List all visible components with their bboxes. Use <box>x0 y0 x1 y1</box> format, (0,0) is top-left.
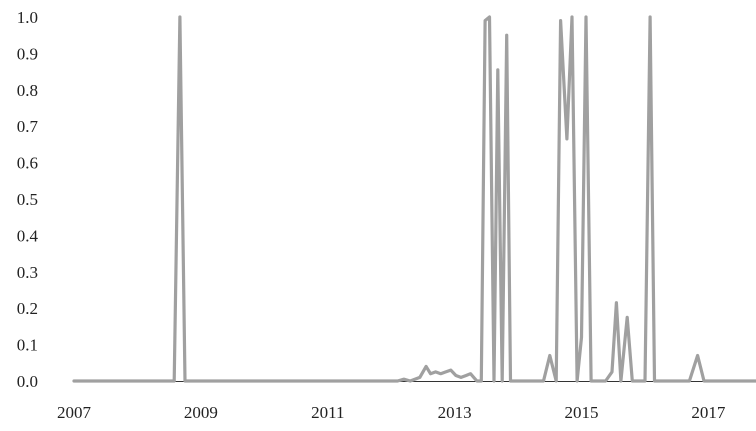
x-tick-label: 2015 <box>565 403 599 422</box>
x-tick-label: 2009 <box>184 403 218 422</box>
y-tick-label: 1.0 <box>17 8 38 27</box>
x-tick-label: 2007 <box>57 403 92 422</box>
y-tick-label: 0.2 <box>17 299 38 318</box>
x-tick-label: 2017 <box>691 403 726 422</box>
y-tick-label: 0.4 <box>17 226 39 245</box>
y-tick-label: 0.3 <box>17 263 38 282</box>
y-tick-label: 0.0 <box>17 372 38 391</box>
series-layer <box>72 15 756 383</box>
y-tick-label: 0.9 <box>17 44 38 63</box>
x-tick-label: 2013 <box>438 403 472 422</box>
y-tick-label: 0.1 <box>17 336 38 355</box>
y-tick-label: 0.6 <box>17 154 38 173</box>
x-axis-labels: 2007 2009 2011 2013 2015 2017 <box>57 403 726 422</box>
y-axis-labels: 0.0 0.1 0.2 0.3 0.4 0.5 0.6 0.7 0.8 0.9 1.0 <box>17 8 39 391</box>
series-line <box>72 15 756 383</box>
y-tick-label: 0.7 <box>17 117 39 136</box>
y-tick-label: 0.8 <box>17 81 38 100</box>
x-tick-label: 2011 <box>311 403 344 422</box>
y-tick-label: 0.5 <box>17 190 38 209</box>
